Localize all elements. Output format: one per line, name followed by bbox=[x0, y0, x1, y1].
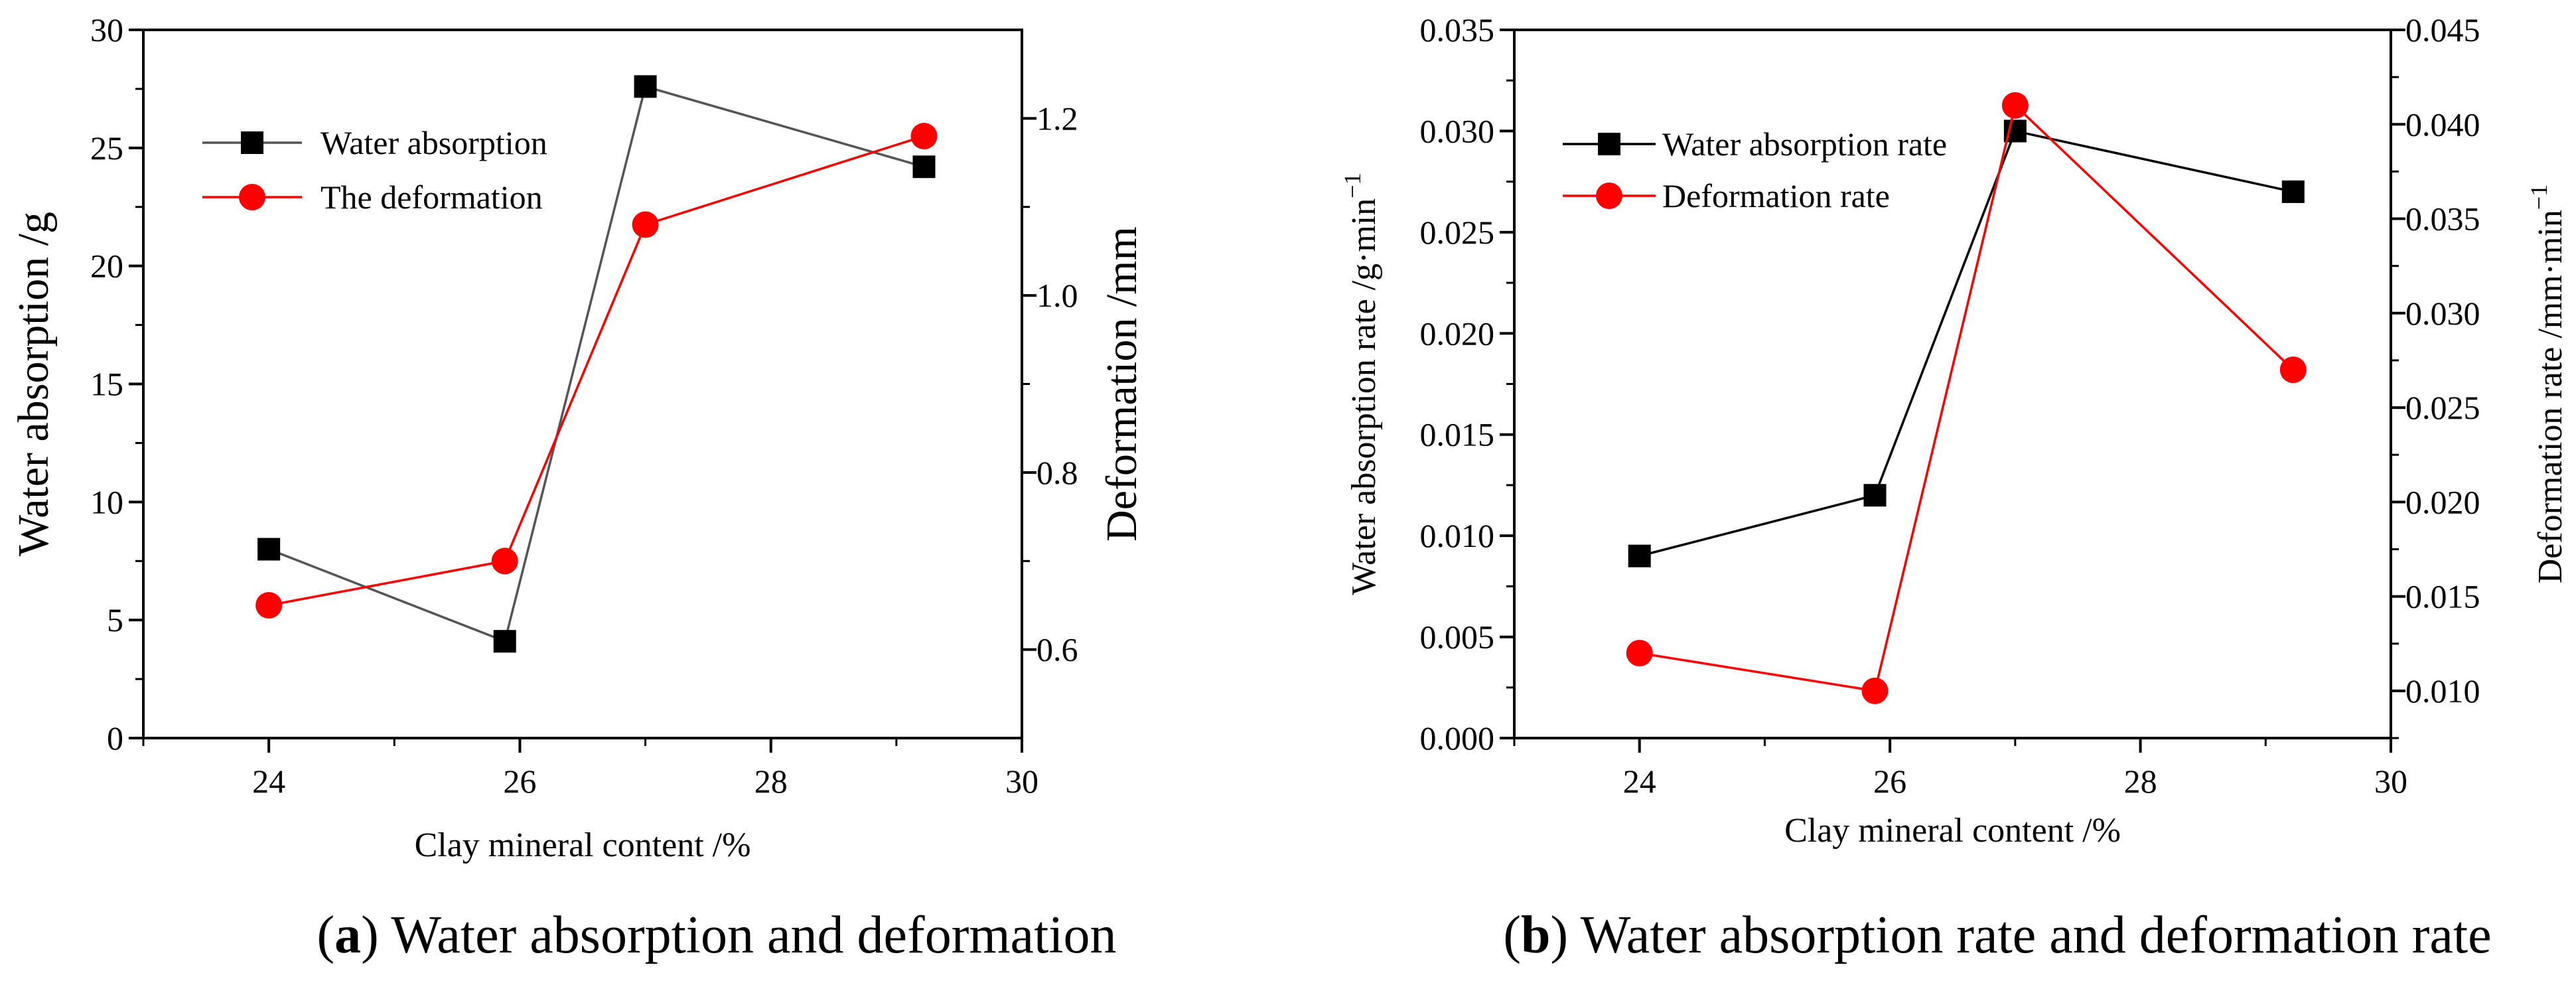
x-tick-label: 30 bbox=[1005, 763, 1038, 800]
y-right-axis-label-sup: −1 bbox=[2526, 185, 2552, 210]
caption-paren-close: ) bbox=[361, 906, 391, 964]
data-point-square bbox=[634, 75, 657, 98]
caption-letter: b bbox=[1521, 906, 1551, 964]
y-left-axis-label: Water absorption /g bbox=[9, 212, 58, 556]
legend: Water absorption rate Deformation rate bbox=[1563, 125, 1947, 214]
y-left-tick-label: 10 bbox=[90, 483, 123, 520]
x-axis-label: Clay mineral content /% bbox=[415, 826, 751, 864]
caption-text: Water absorption rate and deformation ra… bbox=[1581, 906, 2492, 964]
legend-marker-circle bbox=[239, 184, 265, 210]
legend-marker-circle bbox=[1596, 183, 1622, 209]
y-left-tick-label: 0.030 bbox=[1420, 112, 1495, 149]
plot-frame bbox=[1513, 29, 2392, 739]
y-left-tick-label: 0.000 bbox=[1420, 719, 1495, 757]
y-right-tick-label: 1.0 bbox=[1037, 277, 1078, 314]
data-point-square bbox=[1628, 544, 1651, 567]
y-right-tick-label: 0.020 bbox=[2405, 483, 2480, 520]
panel-caption: (b) Water absorption rate and deformatio… bbox=[1503, 906, 2491, 964]
panel-caption: (a) Water absorption and deformation bbox=[317, 906, 1116, 964]
plot-frame bbox=[142, 29, 1023, 739]
caption-paren-close: ) bbox=[1550, 906, 1580, 964]
x-tick-label: 28 bbox=[754, 763, 788, 800]
data-point-circle bbox=[910, 123, 938, 150]
caption-paren-open: ( bbox=[317, 906, 334, 964]
data-point-circle bbox=[1861, 677, 1889, 704]
data-point-square bbox=[2281, 180, 2305, 203]
y-right-tick-label: 0.8 bbox=[1037, 454, 1078, 491]
y-left-tick-label: 0.015 bbox=[1420, 416, 1495, 453]
y-right-axis-label: Deformation rate /mm·min−1 bbox=[2526, 185, 2569, 583]
data-point-circle bbox=[2001, 92, 2029, 119]
caption-letter: a bbox=[334, 906, 361, 964]
y-left-tick-label: 20 bbox=[90, 248, 123, 285]
y-left-tick-label: 25 bbox=[90, 129, 123, 167]
y-right-tick-label: 0.015 bbox=[2405, 578, 2480, 615]
y-left-tick-label: 0.010 bbox=[1420, 517, 1495, 554]
legend-marker-square bbox=[241, 131, 263, 154]
y-left-tick-label: 0.035 bbox=[1420, 11, 1495, 48]
x-tick-label: 28 bbox=[2124, 763, 2157, 800]
data-point-circle bbox=[632, 211, 659, 238]
data-point-circle bbox=[1626, 639, 1653, 666]
data-point-circle bbox=[491, 548, 518, 575]
x-tick-label: 24 bbox=[252, 763, 285, 800]
y-right-tick-label: 0.6 bbox=[1037, 631, 1078, 668]
data-point-square bbox=[912, 155, 936, 179]
y-right-tick-label: 0.030 bbox=[2405, 295, 2480, 332]
y-left-tick-label: 0.025 bbox=[1420, 214, 1495, 251]
data-point-square bbox=[1863, 484, 1887, 507]
chart-panel-a: 24 26 28 30 0 5 10 15 20 25 30 0.6 0.8 1.0 1.2 Clay min… bbox=[9, 11, 1146, 964]
y-left-tick-label: 0 bbox=[107, 719, 123, 757]
y-left-tick-label: 0.005 bbox=[1420, 619, 1495, 656]
legend: Water absorption The deformation bbox=[202, 124, 547, 216]
legend-label: Deformation rate bbox=[1662, 177, 1890, 214]
x-axis-label: Clay mineral content /% bbox=[1784, 812, 2121, 850]
series-line-the-deformation bbox=[268, 135, 924, 607]
x-tick-label: 30 bbox=[2374, 763, 2407, 800]
data-point-circle bbox=[255, 591, 283, 619]
x-tick-label: 26 bbox=[1873, 763, 1906, 800]
series-line-water-absorption bbox=[268, 85, 924, 643]
y-left-axis-label: Water absorption rate /g·min−1 bbox=[1339, 173, 1383, 595]
data-point-square bbox=[257, 538, 281, 561]
caption-paren-open: ( bbox=[1503, 906, 1521, 964]
y-right-tick-label: 0.035 bbox=[2405, 200, 2480, 238]
series-line-water-absorption-rate bbox=[1639, 129, 2294, 558]
legend-label: Water absorption rate bbox=[1662, 125, 1947, 163]
y-left-tick-label: 0.020 bbox=[1420, 315, 1495, 352]
data-point-circle bbox=[2279, 356, 2307, 384]
x-tick-label: 26 bbox=[503, 763, 536, 800]
caption-text: Water absorption and deformation bbox=[391, 906, 1116, 964]
chart-panel-b: 24 26 28 30 0.000 0.005 0.010 0.015 0.020 0.025 0.… bbox=[1339, 11, 2569, 964]
y-left-tick-label: 15 bbox=[90, 366, 123, 403]
y-left-tick-label: 5 bbox=[107, 601, 123, 639]
legend-label: Water absorption bbox=[321, 124, 547, 161]
x-tick-label: 24 bbox=[1623, 763, 1656, 800]
series-line-deformation-rate bbox=[1639, 103, 2295, 692]
y-right-tick-label: 1.2 bbox=[1037, 100, 1078, 137]
y-right-tick-label: 0.045 bbox=[2405, 11, 2480, 48]
y-right-tick-label: 0.040 bbox=[2405, 106, 2480, 143]
y-left-axis-label-sup: −1 bbox=[1339, 173, 1366, 198]
legend-marker-square bbox=[1598, 133, 1620, 155]
y-left-tick-label: 30 bbox=[90, 11, 123, 48]
y-right-tick-label: 0.025 bbox=[2405, 389, 2480, 426]
y-right-tick-label: 0.010 bbox=[2405, 672, 2480, 710]
data-point-square bbox=[493, 630, 516, 653]
legend-label: The deformation bbox=[321, 179, 543, 216]
y-right-axis-label: Deformation /mm bbox=[1098, 226, 1146, 542]
